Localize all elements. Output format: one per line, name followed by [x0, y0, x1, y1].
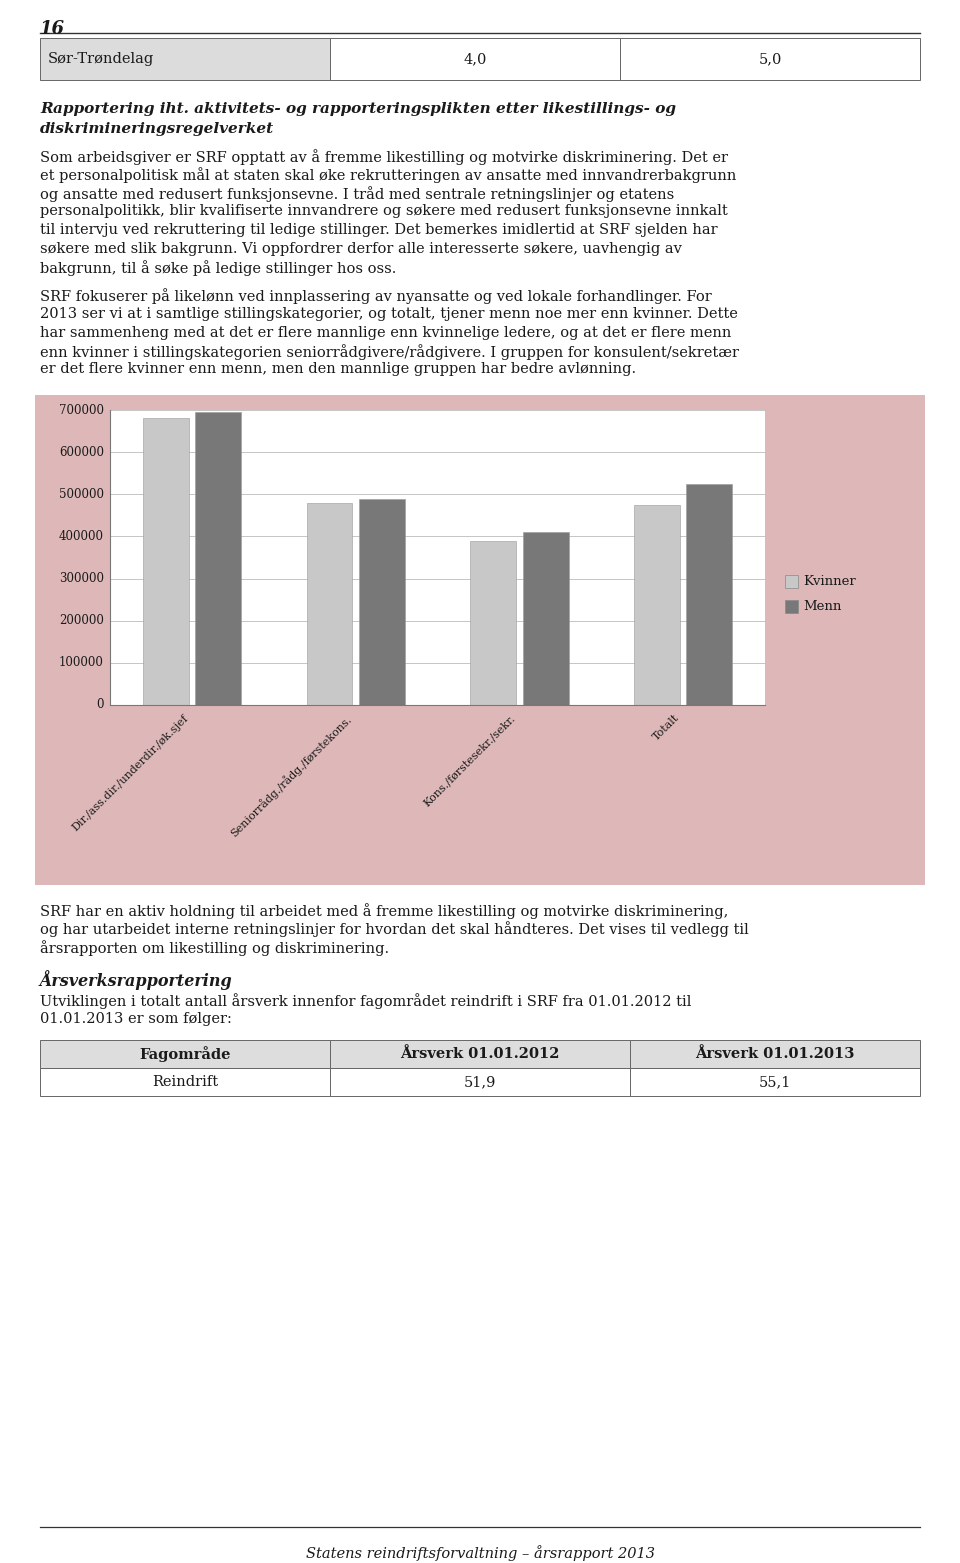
- Text: og ansatte med redusert funksjonsevne. I tråd med sentrale retningslinjer og eta: og ansatte med redusert funksjonsevne. I…: [40, 186, 674, 202]
- Bar: [785, 600, 798, 613]
- Text: 400000: 400000: [59, 530, 104, 542]
- Text: bakgrunn, til å søke på ledige stillinger hos oss.: bakgrunn, til å søke på ledige stillinge…: [40, 259, 396, 277]
- Bar: [470, 541, 516, 705]
- Bar: [330, 1039, 630, 1068]
- Text: Utviklingen i totalt antall årsverk innenfor fagområdet reindrift i SRF fra 01.0: Utviklingen i totalt antall årsverk inne…: [40, 993, 691, 1008]
- Text: Totalt: Totalt: [651, 713, 682, 742]
- Text: søkere med slik bakgrunn. Vi oppfordrer derfor alle interesserte søkere, uavheng: søkere med slik bakgrunn. Vi oppfordrer …: [40, 242, 682, 255]
- Text: Årsverk 01.01.2012: Årsverk 01.01.2012: [400, 1047, 560, 1061]
- Text: Statens reindriftsforvaltning – årsrapport 2013: Statens reindriftsforvaltning – årsrappo…: [305, 1544, 655, 1561]
- Text: personalpolitikk, blir kvalifiserte innvandrere og søkere med redusert funksjons: personalpolitikk, blir kvalifiserte innv…: [40, 205, 728, 219]
- Bar: [359, 499, 405, 705]
- Text: er det flere kvinner enn menn, men den mannlige gruppen har bedre avlønning.: er det flere kvinner enn menn, men den m…: [40, 363, 636, 377]
- Bar: [330, 38, 620, 80]
- Bar: [522, 533, 568, 705]
- Text: Fagområde: Fagområde: [139, 1046, 230, 1061]
- Text: SRF fokuserer på likelønn ved innplassering av nyansatte og ved lokale forhandli: SRF fokuserer på likelønn ved innplasser…: [40, 289, 711, 305]
- Text: 55,1: 55,1: [758, 1075, 791, 1089]
- Text: 2013 ser vi at i samtlige stillingskategorier, og totalt, tjener menn noe mer en: 2013 ser vi at i samtlige stillingskateg…: [40, 306, 738, 320]
- Text: Kons./førstesekr./sekr.: Kons./førstesekr./sekr.: [422, 713, 517, 808]
- Bar: [330, 1068, 630, 1096]
- Bar: [785, 575, 798, 588]
- Bar: [686, 485, 732, 705]
- Text: Årsverk 01.01.2013: Årsverk 01.01.2013: [695, 1047, 854, 1061]
- Text: 4,0: 4,0: [464, 52, 487, 66]
- Text: årsrapporten om likestilling og diskriminering.: årsrapporten om likestilling og diskrimi…: [40, 939, 389, 957]
- Text: enn kvinner i stillingskategorien seniorrådgivere/rådgivere. I gruppen for konsu: enn kvinner i stillingskategorien senior…: [40, 344, 739, 359]
- Text: 300000: 300000: [59, 572, 104, 585]
- Text: Sør-Trøndelag: Sør-Trøndelag: [48, 52, 155, 66]
- Text: et personalpolitisk mål at staten skal øke rekrutteringen av ansatte med innvand: et personalpolitisk mål at staten skal ø…: [40, 167, 736, 183]
- Text: Reindrift: Reindrift: [152, 1075, 218, 1089]
- Bar: [110, 410, 765, 705]
- Text: 200000: 200000: [60, 614, 104, 627]
- Text: 51,9: 51,9: [464, 1075, 496, 1089]
- Text: 01.01.2013 er som følger:: 01.01.2013 er som følger:: [40, 1011, 232, 1025]
- Bar: [306, 503, 352, 705]
- Bar: [195, 413, 241, 705]
- Bar: [40, 38, 330, 80]
- Text: og har utarbeidet interne retningslinjer for hvordan det skal håndteres. Det vis: og har utarbeidet interne retningslinjer…: [40, 922, 749, 938]
- Text: 100000: 100000: [60, 656, 104, 669]
- Bar: [630, 1039, 920, 1068]
- Bar: [35, 395, 925, 885]
- Bar: [143, 419, 188, 705]
- Text: til intervju ved rekruttering til ledige stillinger. Det bemerkes imidlertid at : til intervju ved rekruttering til ledige…: [40, 224, 718, 238]
- Text: har sammenheng med at det er flere mannlige enn kvinnelige ledere, og at det er : har sammenheng med at det er flere mannl…: [40, 325, 732, 339]
- Text: Kvinner: Kvinner: [803, 575, 855, 588]
- Bar: [40, 1068, 330, 1096]
- Text: 16: 16: [40, 20, 65, 38]
- Text: Årsverksrapportering: Årsverksrapportering: [40, 971, 232, 991]
- Bar: [620, 38, 920, 80]
- Text: Seniorrådg./rådg./førstekons.: Seniorrådg./rådg./førstekons.: [228, 713, 353, 839]
- Text: SRF har en aktiv holdning til arbeidet med å fremme likestilling og motvirke dis: SRF har en aktiv holdning til arbeidet m…: [40, 903, 729, 919]
- Text: 500000: 500000: [59, 488, 104, 500]
- Text: Rapportering iht. aktivitets- og rapporteringsplikten etter likestillings- og: Rapportering iht. aktivitets- og rapport…: [40, 102, 676, 116]
- Text: 5,0: 5,0: [758, 52, 781, 66]
- Text: Menn: Menn: [803, 600, 841, 613]
- Bar: [630, 1068, 920, 1096]
- Text: Som arbeidsgiver er SRF opptatt av å fremme likestilling og motvirke diskriminer: Som arbeidsgiver er SRF opptatt av å fre…: [40, 148, 728, 164]
- Text: 0: 0: [97, 699, 104, 711]
- Bar: [634, 505, 680, 705]
- Text: diskrimineringsregelverket: diskrimineringsregelverket: [40, 122, 275, 136]
- Bar: [40, 1039, 330, 1068]
- Text: Dir./ass.dir./underdir./øk.sjef: Dir./ass.dir./underdir./øk.sjef: [70, 713, 190, 833]
- Text: 700000: 700000: [59, 403, 104, 416]
- Text: 600000: 600000: [59, 445, 104, 458]
